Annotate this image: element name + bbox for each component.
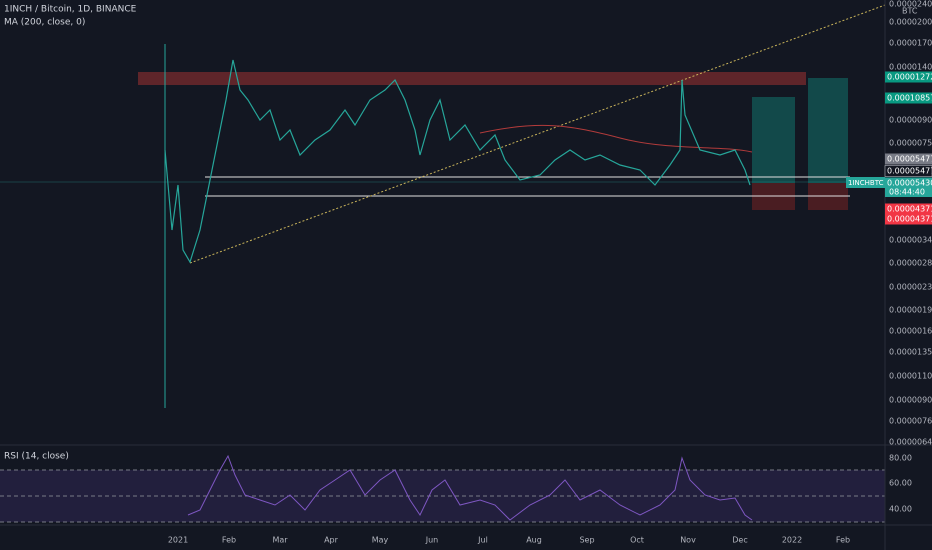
price-tag — [884, 165, 932, 177]
price-path — [164, 59, 751, 264]
time-label: Nov — [680, 536, 696, 545]
rsi-line — [187, 454, 753, 521]
price-tag-label: 0.00004371 — [887, 205, 932, 214]
long-target-zone — [752, 97, 795, 183]
time-label: Jun — [425, 536, 439, 545]
price-tag — [885, 177, 932, 189]
resistance-zone — [138, 72, 806, 85]
symbol-label: 1INCHBTC — [848, 179, 884, 187]
time-label: Apr — [324, 536, 339, 545]
symbol-title: 1INCH / Bitcoin, 1D, BINANCE — [4, 5, 137, 15]
countdown-tag — [885, 187, 932, 197]
price-tag — [885, 203, 932, 215]
time-label: Sep — [579, 536, 594, 545]
time-label: Dec — [732, 536, 747, 545]
price-tag-label: 0.00005477 — [887, 155, 932, 164]
rsi-title: RSI (14, close) — [4, 452, 69, 462]
rsi-label: 40.00 — [889, 505, 912, 514]
time-label: Aug — [526, 536, 542, 545]
trendline — [189, 4, 886, 264]
time-label: Feb — [836, 536, 850, 545]
price-tag — [885, 153, 932, 165]
rsi-label: 80.00 — [889, 454, 912, 463]
price-tag — [885, 213, 932, 225]
price-tag-label: 0.00010857 — [887, 94, 932, 103]
time-label: Mar — [272, 536, 288, 545]
price-tag — [885, 92, 932, 104]
moving-average — [479, 124, 753, 153]
symbol-tag — [846, 177, 885, 188]
time-label: Feb — [222, 536, 236, 545]
price-tag — [885, 71, 932, 83]
countdown-label: 08:44:40 — [889, 188, 925, 197]
time-label: Oct — [630, 536, 644, 545]
long-target-zone — [808, 78, 848, 183]
price-tag-label: 0.00005430 — [887, 179, 932, 188]
price-tag-label: 0.00004371 — [887, 215, 932, 224]
axis-unit: BTC — [902, 7, 918, 16]
indicator-title: MA (200, close, 0) — [4, 18, 85, 28]
price-tag-label: 0.00005477 — [887, 167, 932, 176]
time-label: 2022 — [782, 536, 802, 545]
rsi-label: 60.00 — [889, 479, 912, 488]
time-label: Jul — [477, 536, 488, 545]
time-label: May — [372, 536, 389, 545]
time-label: 2021 — [168, 536, 188, 545]
price-tag-label: 0.00001272 — [887, 73, 932, 82]
